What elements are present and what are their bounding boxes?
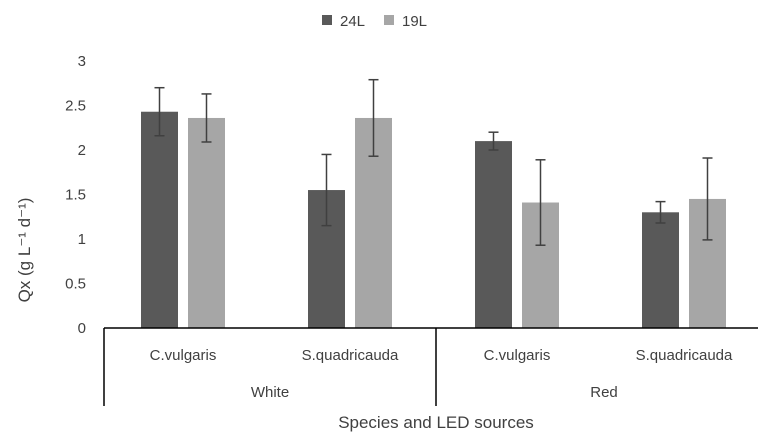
y-tick-label: 0.5 (65, 276, 86, 293)
error-bar-24l-2 (488, 131, 499, 151)
error-bar-24l-1 (321, 153, 332, 227)
category-label: C.vulgaris (484, 347, 551, 364)
y-tick-label: 3 (78, 53, 86, 70)
bar-19l-0 (188, 117, 225, 329)
legend-swatch-19l (384, 15, 394, 25)
y-axis-title: Qx (g L⁻¹ d⁻¹) (15, 198, 34, 303)
bar-24l-2 (475, 141, 512, 328)
bar-24l-0 (141, 111, 178, 328)
group-label-white: White (251, 384, 289, 401)
category-label: C.vulgaris (150, 347, 217, 364)
legend-label-24l: 24L (340, 13, 365, 30)
legend-swatch-24l (322, 15, 332, 25)
group-labels: White Red (251, 384, 618, 401)
legend-label-19l: 19L (402, 13, 427, 30)
y-tick-label: 2.5 (65, 98, 86, 115)
y-axis-ticks: 0 0.5 1 1.5 2 2.5 3 (65, 53, 86, 337)
y-tick-label: 1.5 (65, 187, 86, 204)
error-bar-24l-3 (655, 200, 666, 224)
error-bar-19l-3 (702, 157, 713, 241)
error-bar-19l-0 (201, 93, 212, 143)
category-labels: C.vulgaris S.quadricauda C.vulgaris S.quadr… (150, 347, 733, 364)
category-label: S.quadricauda (302, 347, 399, 364)
category-label: S.quadricauda (636, 347, 733, 364)
x-axis-title: Species and LED sources (338, 413, 534, 432)
bars (141, 78, 726, 329)
y-tick-label: 1 (78, 231, 86, 248)
error-bar-19l-1 (368, 78, 379, 157)
error-bar-19l-2 (535, 159, 546, 246)
error-bar-24l-0 (154, 86, 165, 137)
y-tick-label: 2 (78, 142, 86, 159)
bar-24l-3 (642, 212, 679, 328)
y-tick-label: 0 (78, 320, 86, 337)
group-label-red: Red (590, 384, 618, 401)
legend: 24L 19L (322, 13, 427, 30)
